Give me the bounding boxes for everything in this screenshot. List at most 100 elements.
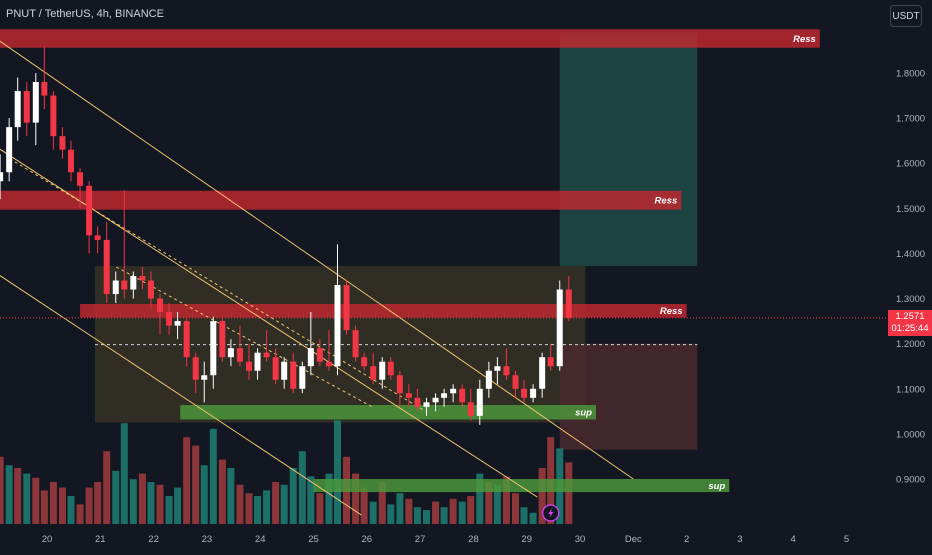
candle-body: [236, 348, 243, 362]
chart-title: PNUT / TetherUS, 4h, BINANCE: [6, 8, 164, 20]
volume-bar: [316, 493, 324, 524]
plot-area: Ress Ress Ress sup sup: [0, 29, 886, 524]
y-axis-tick-label: 1.1000: [896, 384, 925, 395]
volume-bar: [369, 501, 377, 524]
candle-body: [539, 357, 546, 389]
candle-body: [156, 298, 163, 313]
candle-body: [387, 361, 394, 376]
volume-bar: [422, 510, 430, 524]
last-price-tag: 1.2571 01:25:44: [888, 310, 932, 336]
x-axis-tick-label: 26: [362, 534, 373, 545]
candle-body: [23, 91, 30, 123]
candle-body: [121, 280, 128, 290]
candle-body: [210, 321, 217, 376]
candle-body: [459, 388, 466, 403]
volume-bar: [512, 493, 520, 524]
candle-body: [50, 95, 57, 137]
volume-bar: [103, 451, 111, 524]
candle-body: [414, 397, 421, 407]
volume-bar: [5, 465, 13, 524]
candle-body: [299, 366, 306, 389]
candle-body: [174, 321, 181, 326]
volume-bar: [529, 512, 537, 524]
x-axis-tick-label: 5: [844, 534, 849, 545]
candle-body: [290, 361, 297, 389]
volume-bar: [200, 465, 208, 524]
resistance-zone-label: Ress: [793, 34, 816, 45]
volume-bar: [165, 496, 173, 524]
candle-body: [166, 312, 173, 326]
candle-body: [67, 149, 74, 173]
volume-bar: [467, 496, 475, 524]
candle-body: [139, 276, 146, 281]
dashed-trend-line: [116, 266, 373, 408]
y-axis-tick-label: 0.9000: [896, 475, 925, 486]
candle-body: [59, 136, 66, 150]
volume-bar: [192, 445, 200, 524]
trend-line: [0, 40, 634, 480]
candle-body: [41, 82, 48, 96]
volume-bar: [272, 482, 280, 524]
candle-body: [77, 172, 84, 186]
volume-bar: [67, 496, 75, 524]
y-axis-tick-label: 1.0000: [896, 429, 925, 440]
candle-body: [316, 348, 323, 362]
volume-bar: [405, 498, 413, 524]
candle-body: [201, 375, 208, 380]
y-axis-tick-label: 1.3000: [896, 294, 925, 305]
candle-body: [227, 348, 234, 358]
candle-body: [512, 375, 519, 389]
trend-line: [0, 275, 362, 516]
volume-bar: [85, 487, 93, 524]
candle-body: [547, 357, 554, 367]
candle-body: [6, 127, 13, 173]
x-axis-tick-label: 4: [791, 534, 796, 545]
candle-body: [441, 393, 448, 398]
candle-body: [94, 235, 101, 240]
volume-bar: [174, 487, 182, 524]
volume-bar: [520, 507, 528, 524]
resistance-zone-band: [80, 303, 687, 318]
volume-bar: [476, 473, 484, 524]
currency-button[interactable]: USDT: [890, 5, 922, 27]
x-axis-tick-label: 2: [684, 534, 689, 545]
candle-body: [147, 280, 154, 299]
volume-bar: [263, 490, 271, 524]
candle-body: [112, 280, 119, 295]
volume-bar: [458, 501, 466, 524]
volume-bar: [23, 473, 31, 524]
candle-body: [352, 330, 359, 358]
x-axis-tick-label: 29: [521, 534, 532, 545]
support-zone-label: sup: [575, 408, 592, 419]
candle-body: [307, 348, 314, 367]
candle-body: [263, 352, 270, 358]
candle-body: [503, 366, 510, 376]
volume-bar: [254, 496, 262, 524]
candle-body: [86, 185, 93, 236]
volume-bar: [129, 479, 137, 524]
volume-bar: [49, 482, 57, 524]
volume-bar: [307, 476, 315, 524]
candle-body: [246, 361, 253, 371]
candle-body: [423, 402, 430, 407]
candle-body: [130, 276, 137, 290]
support-zone-label: sup: [708, 481, 725, 492]
volume-bar: [138, 473, 146, 524]
volume-bar: [58, 487, 66, 524]
candle-body: [494, 366, 501, 371]
resistance-zone-label: Ress: [655, 196, 678, 207]
volume-bar: [396, 493, 404, 524]
y-axis-tick-label: 1.6000: [896, 159, 925, 170]
candle-body: [32, 82, 39, 123]
volume-bar: [245, 493, 253, 524]
target-zone: [559, 32, 698, 267]
candle-body: [281, 361, 288, 380]
volume-bar: [209, 428, 217, 524]
x-axis-tick-label: 22: [148, 534, 159, 545]
candle-body: [325, 361, 332, 367]
candle-body: [343, 285, 350, 331]
candle-body: [103, 239, 110, 295]
volume-bar: [32, 477, 40, 524]
